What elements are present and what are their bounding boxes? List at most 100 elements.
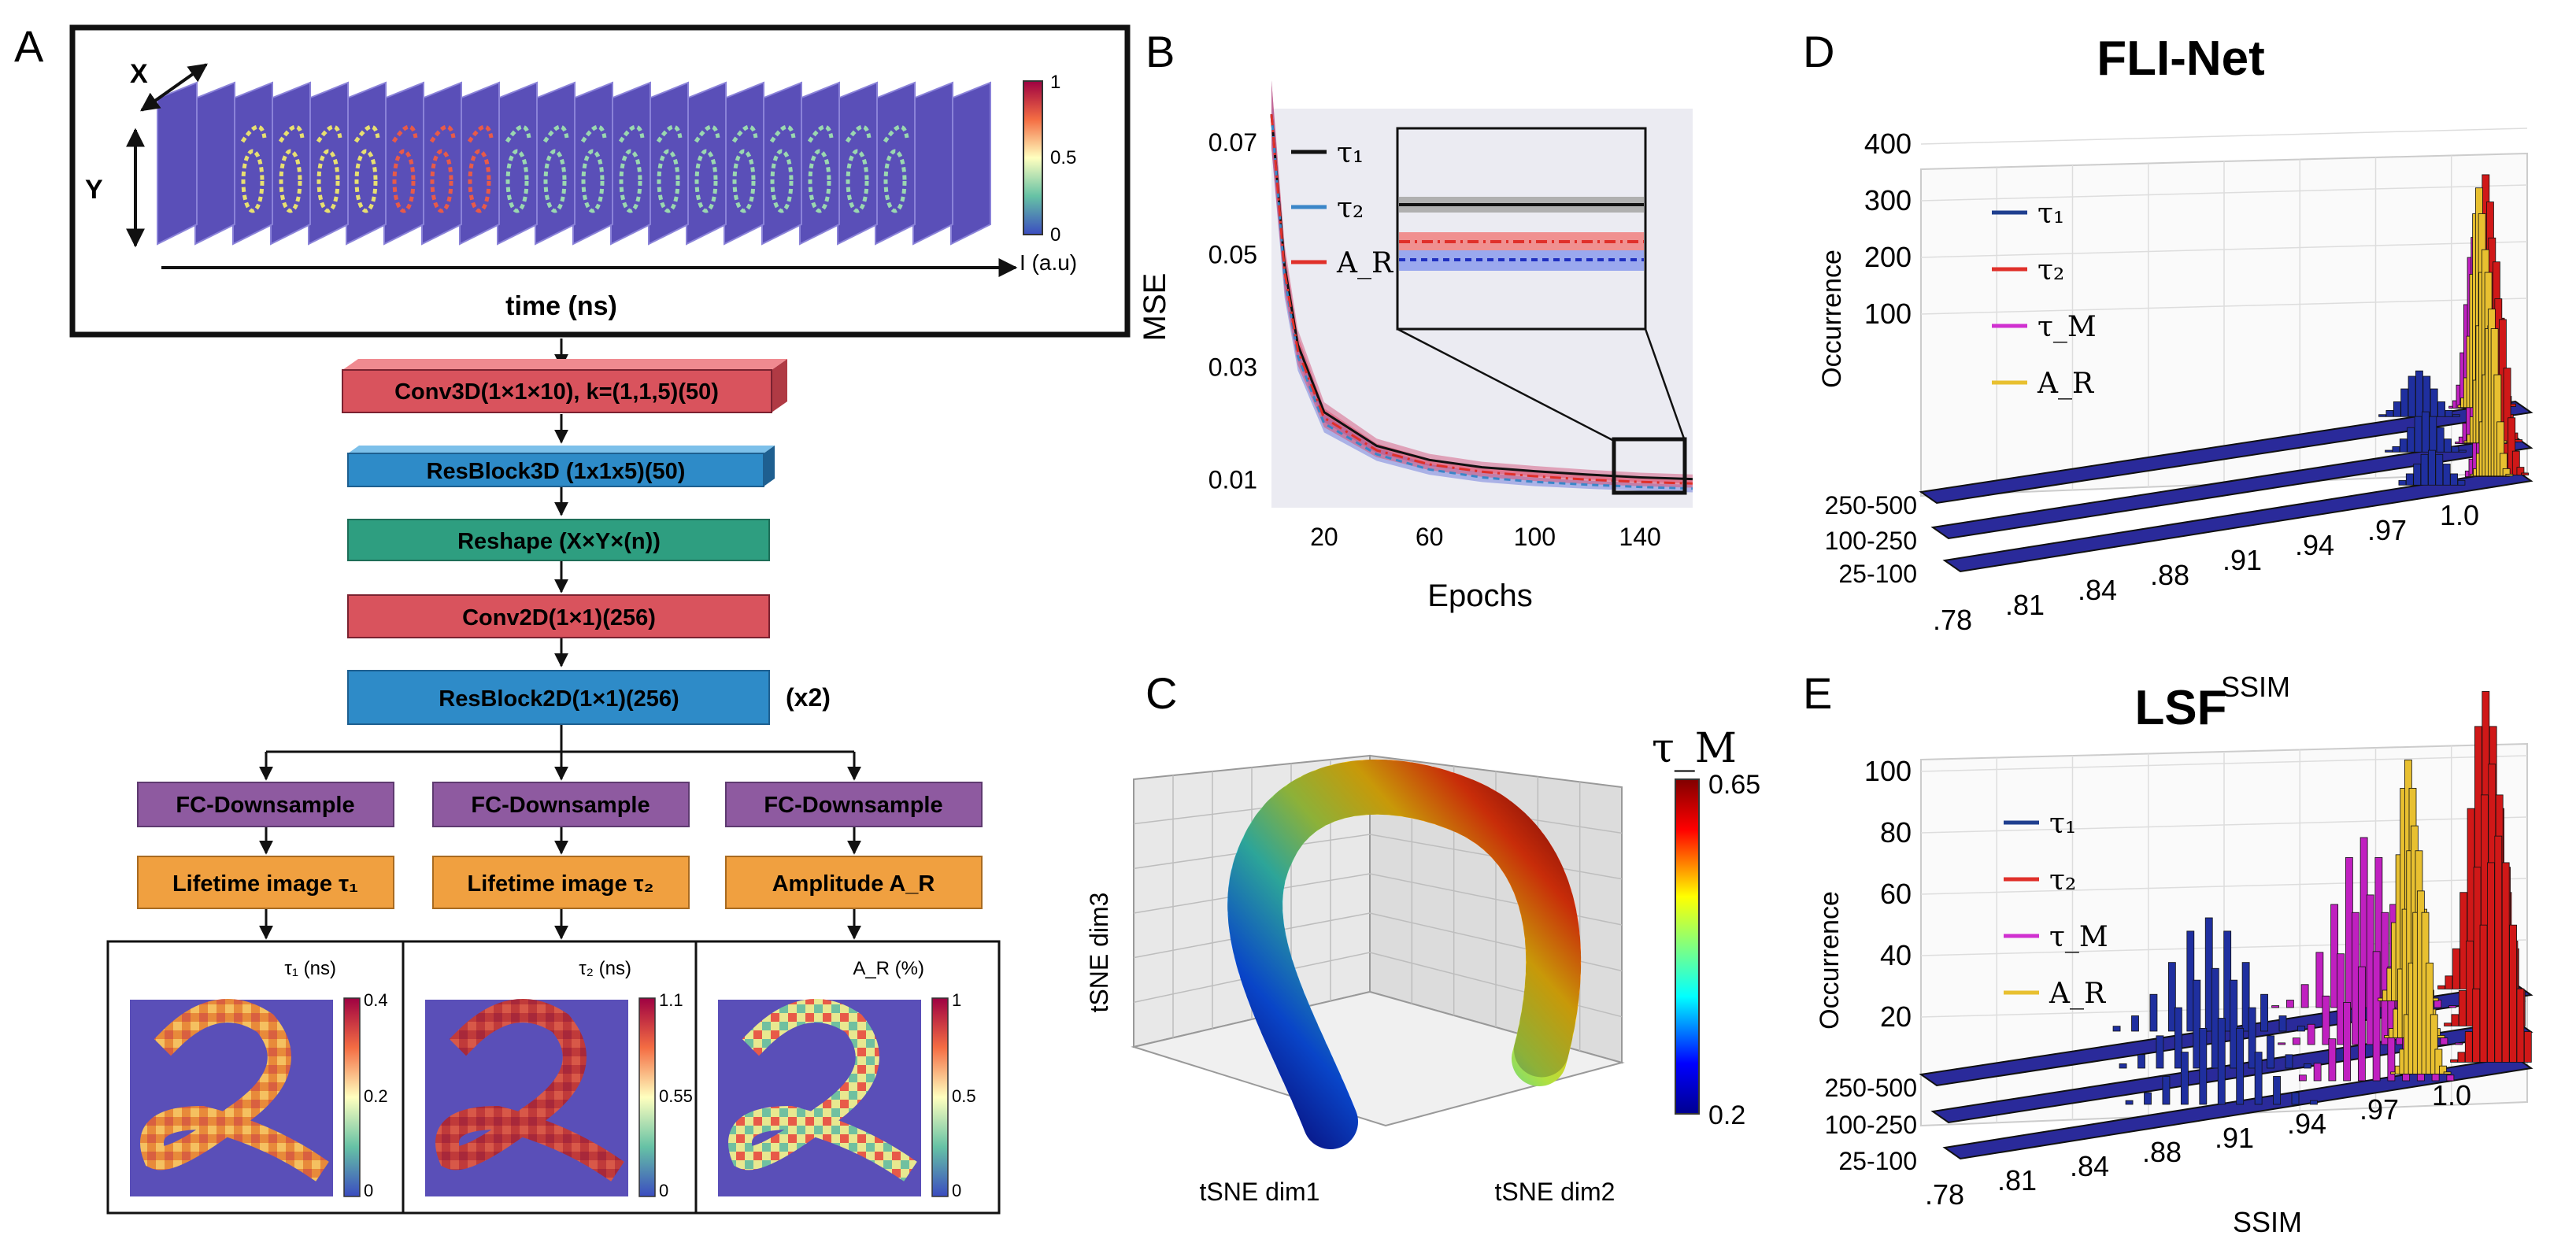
hist-bar-1 [2415,370,2423,417]
hist-bar-1 [2217,1018,2226,1105]
x-axis-label: X [130,59,148,89]
hist-xtick-label: .91 [2223,544,2262,576]
hist-bar-1 [2167,962,2176,1032]
fc-downsample-block-3 [725,782,983,827]
mse-ytick-label: 0.03 [1208,353,1257,381]
hist-bar-3 [2434,1000,2442,1008]
hist-grid-line [1920,816,2528,834]
zoom-connector [1644,328,1686,442]
frame-digit-loop [581,149,605,213]
tsne-dim2-label: tSNE dim2 [1495,1178,1616,1206]
frame-digit-stroke [618,124,645,143]
frame-digit-stroke [769,124,796,143]
time-frame [497,81,538,246]
hist-xtick-label: .84 [2078,574,2117,606]
hist-bar-2 [2445,975,2453,989]
frame-digit-loop [392,149,416,213]
hist-bar-1 [2156,1035,2164,1069]
panel-d-label: D [1803,27,1834,76]
panel-e-label: E [1803,668,1832,718]
result-colorbar-mid-2: 0.55 [659,1086,693,1106]
hist-bar-2 [2509,924,2517,1063]
hist-xtick-label: .88 [2142,1136,2182,1168]
hist-xtick-label: .91 [2215,1122,2254,1154]
result-colorbar-2 [638,997,656,1197]
frame-digit-stroke [845,124,872,143]
hist-xtick-label: .84 [2070,1150,2109,1182]
hist-ylabel: Occurrence [1815,891,1845,1030]
mse-ytick-label: 0.07 [1208,128,1257,157]
hist-bar-3 [2278,1042,2286,1045]
hist-title: LSF [2134,681,2226,735]
hist-xtick-label: .78 [1925,1178,1964,1211]
time-frame [346,81,387,246]
time-frame [837,81,878,246]
time-axis-label: time (ns) [505,291,617,321]
input-colorbar-min: 0 [1050,224,1060,246]
hist-bar-3 [2298,1074,2307,1082]
hist-bar-1 [2430,388,2438,417]
hist-bar-1 [2450,473,2458,486]
output-label-1: Lifetime image τ₁ [172,871,358,897]
tau-m-colorbar [1675,778,1700,1115]
hist-bar-1 [2457,479,2466,486]
time-frame [610,81,651,246]
hist-xtick-label: .78 [1933,604,1972,636]
reshape-block [347,519,770,561]
hist-ztick-label: 80 [1880,816,1912,849]
result-unit-1: τ₁ (ns) [284,958,336,979]
hist-bar-1 [2174,1007,2182,1069]
hist-bar-1 [2278,1015,2287,1032]
hist-bar-2 [2515,439,2522,442]
hist-row-ribbon-3 [1942,468,2533,573]
mse-ylabel: MSE [1138,273,1172,342]
hist-bar-1 [2422,375,2431,417]
frame-digit-stroke [316,124,342,143]
hist-title: FLI-Net [2097,31,2265,86]
y-axis-label: Y [85,175,103,205]
hist-bar-1 [2413,464,2422,486]
conv3d-label: Conv3D(1×1×10), k=(1,1,5)(50) [394,379,719,405]
hist-xtick-label: .81 [1997,1164,2037,1196]
hist-bar-1 [2422,411,2430,453]
time-frame [799,81,840,246]
hist-bar-1 [2452,414,2460,417]
output-block-3 [725,856,983,909]
hist-bar-4 [2505,473,2514,477]
frame-digit-loop [770,149,794,213]
time-frame [572,81,613,246]
frame-digit-stroke [580,124,607,143]
mse-chart: 0.01 0.03 0.05 0.07 20 60 100 140 MSE Epochs τ₁ τ₂ A… [1138,80,1693,613]
hist-bar-1 [2162,1076,2171,1105]
time-frame [383,81,424,246]
hist-xtick-label: 1.0 [2440,499,2479,531]
mse-xtick-label: 60 [1416,523,1444,551]
frame-digit-loop [808,149,831,213]
zoom-connector [1397,327,1615,442]
hist-xlabel: SSIM [2221,671,2290,703]
time-stack [157,81,991,246]
hist-bar-1 [2131,1015,2139,1032]
frame-digit-stroke [807,124,834,143]
hist-bar-3 [2285,1000,2294,1008]
hist-legend-label-1: τ₁ [2049,808,2076,840]
output-block-2 [432,856,690,909]
hist-bar-1 [2385,449,2393,453]
hist-row-ribbon-3 [1942,1056,2533,1160]
frame-digit-loop [846,149,869,213]
hist-legend-label-3: τ_M [2049,921,2108,953]
hist-xtick-label: .81 [2005,589,2045,621]
resblock3d-label: ResBlock3D (1x1x5)(50) [427,459,686,484]
hist-bar-1 [2435,453,2444,486]
hist-legend-label-2: τ₂ [2037,254,2064,287]
hist-ztick-label: 400 [1864,128,1912,160]
hist-bar-3 [2448,1005,2457,1008]
hist-bar-3 [2372,951,2381,1082]
time-frame [724,81,764,246]
hist-row-ribbon-2 [1930,435,2533,540]
hist-bar-2 [2458,990,2467,1026]
frame-digit-loop [316,149,340,213]
result-unit-2: τ₂ (ns) [579,958,631,979]
hist-legend-label-4: A_R [2037,368,2094,400]
